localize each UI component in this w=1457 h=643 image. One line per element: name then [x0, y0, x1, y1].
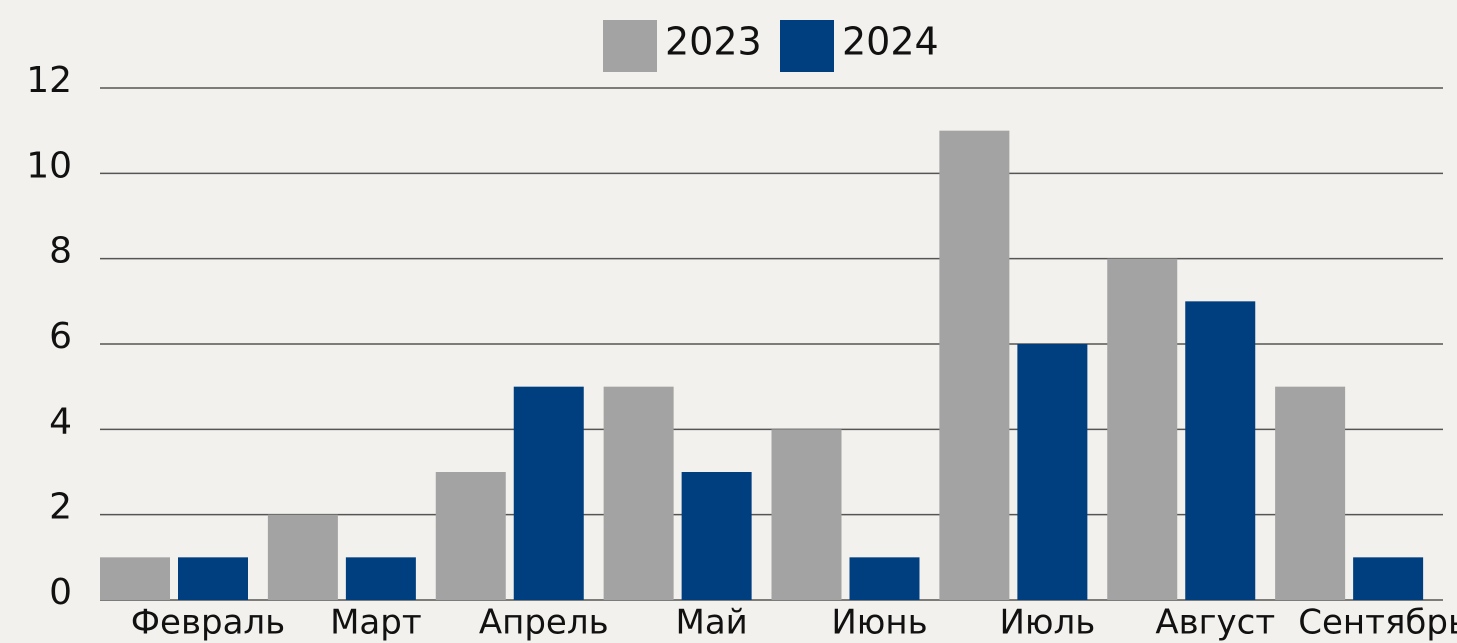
y-tick-label: 0: [49, 572, 72, 613]
bar: [513, 386, 584, 600]
bar: [771, 429, 842, 600]
x-tick-label: Февраль: [131, 603, 285, 643]
y-tick-label: 4: [49, 401, 72, 442]
y-tick-label: 10: [26, 145, 72, 186]
y-tick-label: 6: [49, 316, 72, 357]
x-tick-label: Июнь: [831, 603, 927, 643]
bar: [345, 557, 416, 600]
bar: [435, 472, 506, 600]
x-tick-label: Апрель: [479, 603, 609, 643]
y-tick-label: 2: [49, 487, 72, 528]
y-tick-label: 8: [49, 231, 72, 272]
bar: [849, 557, 920, 600]
bar: [1353, 557, 1424, 600]
y-tick-label: 12: [26, 60, 72, 101]
bar: [1275, 386, 1346, 600]
bar: [178, 557, 248, 600]
bar: [267, 514, 338, 600]
bar: [100, 557, 170, 600]
x-tick-label: Май: [675, 603, 747, 643]
bar: [603, 386, 674, 600]
x-tick-label: Март: [330, 603, 422, 643]
bar: [1107, 258, 1178, 600]
x-tick-label: Август: [1155, 603, 1275, 643]
legend-label: 2023: [665, 20, 762, 64]
legend-label: 2024: [842, 20, 939, 64]
bar: [681, 472, 752, 600]
x-tick-label: Сентябрь: [1298, 603, 1457, 643]
bar: [1185, 301, 1256, 600]
legend-swatch: [603, 20, 657, 72]
legend-swatch: [780, 20, 834, 72]
bar: [1017, 344, 1088, 600]
bar: [939, 130, 1010, 600]
x-tick-label: Июль: [999, 603, 1095, 643]
